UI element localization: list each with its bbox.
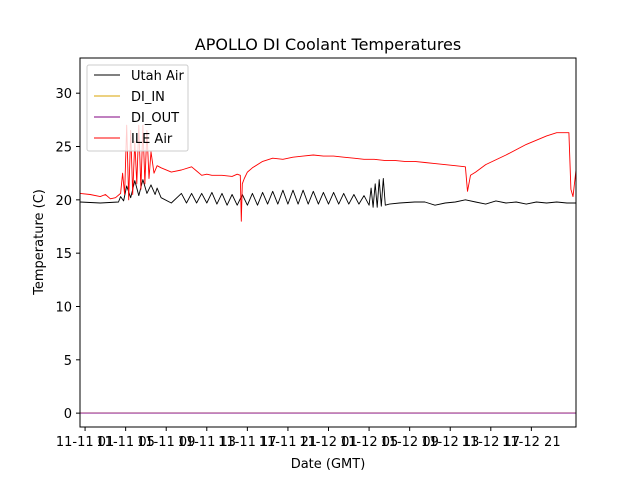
y-tick-label: 0	[64, 407, 72, 422]
x-tick-label: 11-12 21	[502, 435, 560, 450]
x-tick-label: 11-11 13	[178, 435, 236, 450]
x-tick-label: 11-11 09	[137, 435, 195, 450]
y-axis-label: Temperature (C)	[32, 189, 47, 296]
y-tick-label: 15	[55, 247, 72, 262]
legend: Utah Air DI_IN DI_OUT ILE Air	[86, 64, 189, 152]
y-axis: 0 5 10 15 20 25 30	[55, 87, 80, 422]
plot-frame	[79, 57, 577, 428]
y-tick-label: 10	[55, 300, 72, 315]
legend-label: DI_IN	[131, 90, 165, 105]
series-line-ile-air	[80, 124, 576, 222]
y-tick-label: 20	[55, 194, 72, 209]
legend-box	[86, 64, 189, 152]
series-line-utah-air	[80, 178, 576, 208]
x-tick-label: 11-12 17	[462, 435, 520, 450]
y-tick-label: 30	[55, 87, 72, 102]
x-tick-label: 11-11 17	[218, 435, 276, 450]
chart-title: APOLLO DI Coolant Temperatures	[195, 35, 461, 54]
x-tick-label: 11-12 09	[380, 435, 438, 450]
legend-label: DI_OUT	[131, 111, 179, 126]
x-tick-label: 11-12 05	[340, 435, 398, 450]
y-tick-label: 5	[64, 354, 72, 369]
x-tick-label: 11-11 01	[56, 435, 114, 450]
series-layer	[80, 124, 576, 414]
x-axis-label: Date (GMT)	[291, 457, 366, 472]
x-tick-label: 11-11 05	[96, 435, 154, 450]
x-tick-label: 11-12 13	[421, 435, 479, 450]
x-tick-label: 11-12 01	[299, 435, 357, 450]
legend-label: ILE Air	[131, 132, 173, 147]
x-tick-label: 11-11 21	[259, 435, 317, 450]
y-tick-label: 25	[55, 141, 72, 156]
legend-label: Utah Air	[131, 69, 184, 84]
